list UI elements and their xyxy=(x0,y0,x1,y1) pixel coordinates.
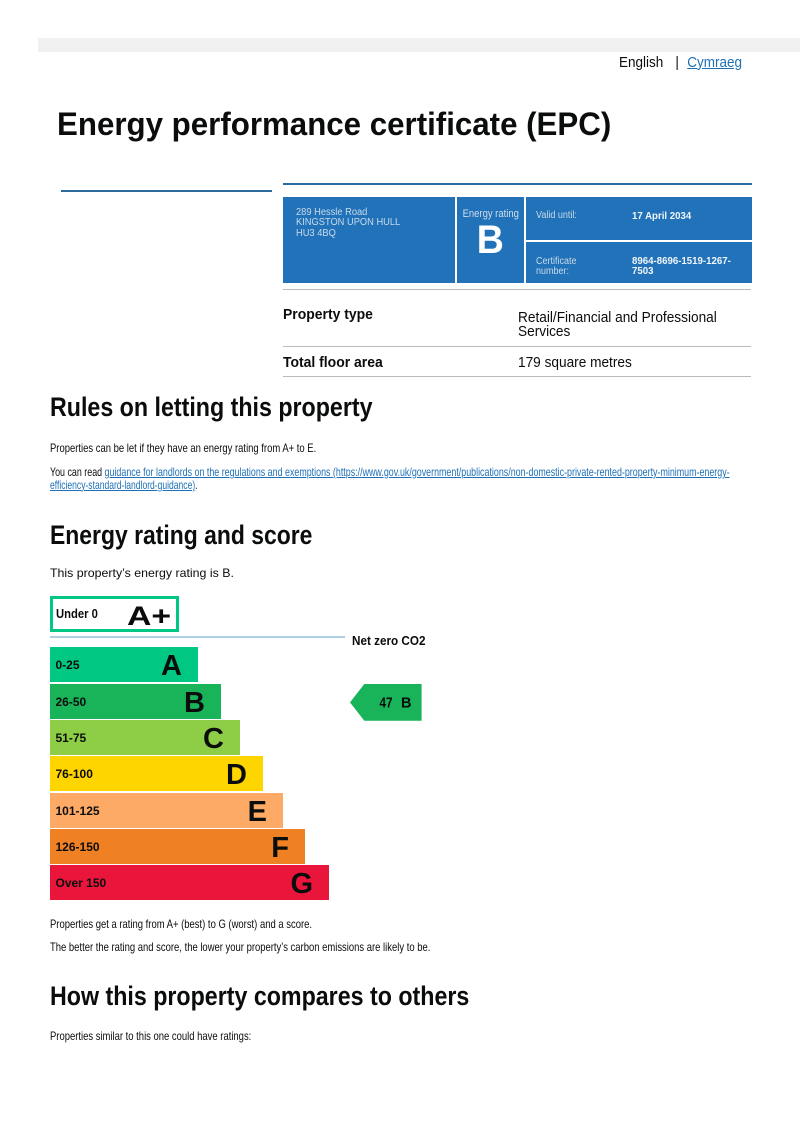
svg-text:47: 47 xyxy=(380,696,393,712)
svg-text:B: B xyxy=(401,696,412,712)
